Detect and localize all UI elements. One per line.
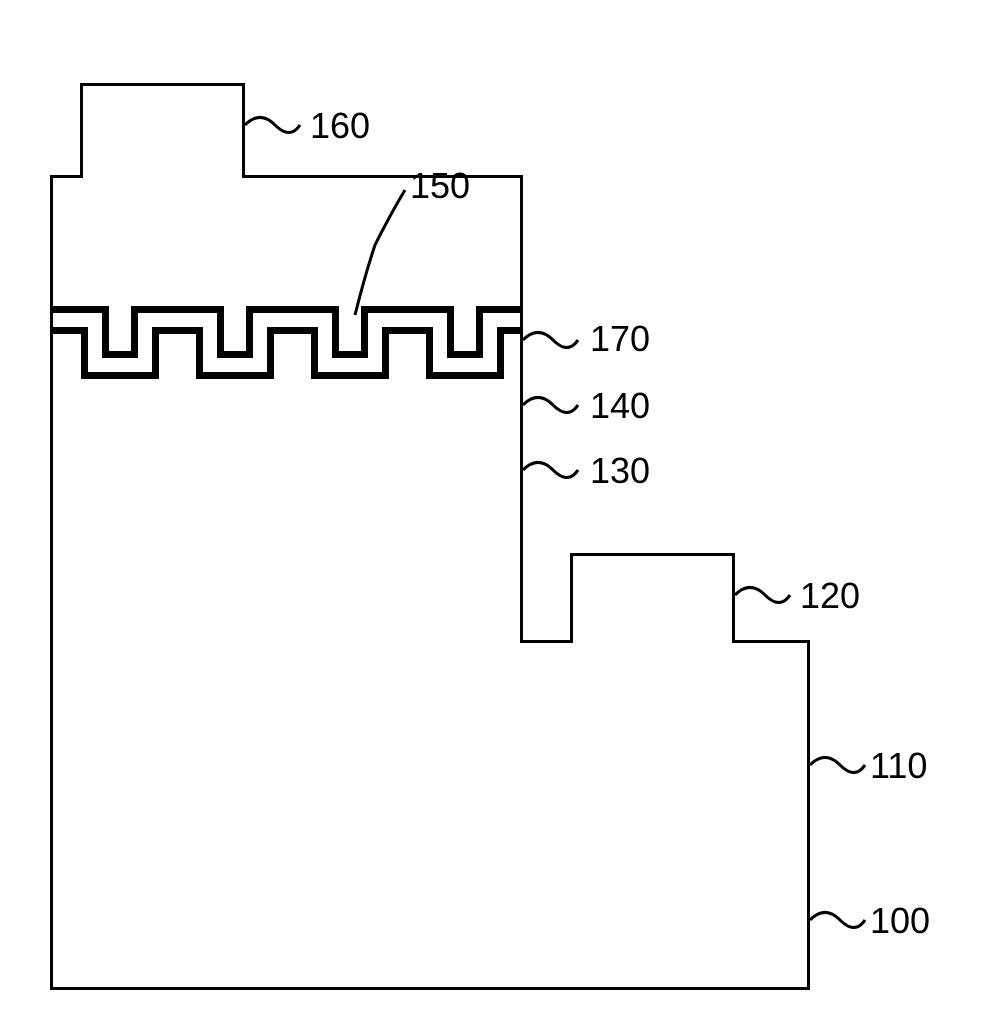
leader-170 [523, 325, 583, 355]
pattern-150 [50, 280, 523, 400]
leader-150 [340, 185, 420, 325]
leader-130 [523, 455, 583, 485]
leader-120 [735, 580, 795, 610]
layer-100 [50, 850, 810, 990]
label-160: 160 [310, 105, 370, 147]
label-150: 150 [410, 165, 470, 207]
layer-110-upper [50, 480, 523, 643]
layer-110-lower [50, 640, 810, 853]
leader-110 [810, 750, 870, 780]
cross-section-diagram: 100 110 120 130 140 170 160 15 [50, 50, 930, 1010]
electrode-120 [570, 553, 735, 643]
label-140: 140 [590, 385, 650, 427]
label-120: 120 [800, 575, 860, 617]
label-110: 110 [870, 745, 927, 787]
electrode-160 [80, 83, 245, 178]
leader-100 [810, 905, 870, 935]
leader-160 [245, 110, 305, 140]
label-100: 100 [870, 900, 930, 942]
layer-130 [50, 460, 523, 483]
label-170: 170 [590, 318, 650, 360]
leader-140 [523, 390, 583, 420]
label-130: 130 [590, 450, 650, 492]
